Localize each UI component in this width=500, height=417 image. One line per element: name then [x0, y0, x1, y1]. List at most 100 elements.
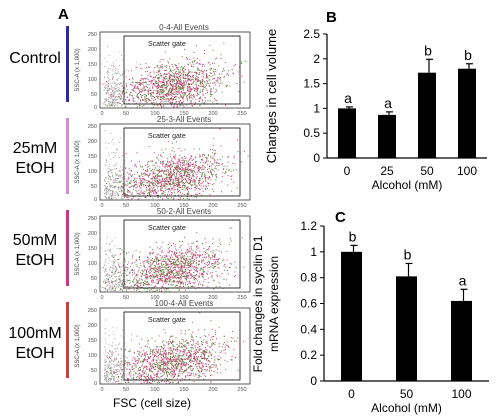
flow-dot [160, 175, 161, 177]
flow-dot [112, 89, 114, 91]
flow-dot [206, 249, 208, 251]
flow-dot [177, 271, 179, 273]
flow-dot [199, 83, 201, 84]
flow-dot [213, 279, 215, 281]
flow-dot [172, 251, 174, 253]
flow-x-tick: 100 [150, 111, 159, 117]
flow-dot [190, 64, 192, 66]
flow-dot [180, 81, 182, 83]
flow-dot [204, 162, 206, 164]
flow-dot [146, 67, 148, 68]
flow-dot [173, 281, 175, 283]
flow-dot [150, 90, 152, 91]
flow-dot [157, 84, 159, 86]
flow-dot [106, 197, 108, 199]
flow-dot [202, 260, 204, 262]
flow-dot [139, 283, 141, 285]
flow-dot [152, 280, 154, 282]
flow-dot [180, 282, 182, 284]
flow-dot [190, 260, 192, 262]
flow-dot [105, 188, 107, 189]
flow-dot [217, 264, 219, 266]
flow-dot [110, 267, 111, 268]
flow-dot [156, 361, 157, 363]
flow-dot [164, 94, 166, 96]
flow-dot [198, 73, 200, 75]
flow-dot [182, 96, 184, 98]
flow-dot [132, 78, 134, 80]
flow-dot [150, 102, 152, 104]
flow-dot [122, 285, 124, 286]
flow-dot [201, 172, 203, 174]
flow-dot [186, 249, 188, 251]
flow-dot [233, 73, 234, 75]
flow-dot [167, 85, 168, 87]
flow-dot [175, 88, 177, 90]
flow-dot [152, 174, 154, 176]
flow-dot [207, 178, 209, 180]
flow-dot [171, 258, 173, 260]
flow-dot [182, 182, 184, 184]
flow-dot [115, 280, 116, 281]
flow-dot [172, 281, 174, 283]
flow-dot [152, 197, 154, 199]
flow-dot [205, 266, 207, 268]
flow-dot [122, 90, 124, 91]
flow-dot [192, 175, 194, 177]
flow-dot [183, 275, 185, 277]
flow-dot [183, 160, 185, 162]
flow-dot [148, 189, 150, 191]
flow-dot [173, 274, 175, 276]
flow-dot [142, 178, 144, 180]
flow-dot [216, 80, 218, 82]
flow-dot [105, 351, 106, 353]
flow-dot [106, 61, 108, 62]
flow-dot [112, 345, 113, 347]
flow-dot [203, 84, 205, 86]
flow-dot [164, 189, 166, 191]
flow-dot [113, 290, 114, 291]
flow-dot [143, 261, 145, 263]
flow-dot [184, 156, 186, 158]
flow-plot-frame [99, 31, 251, 109]
flow-dot [178, 178, 180, 180]
flow-dot [203, 70, 205, 72]
flow-dot [194, 77, 196, 79]
flow-dot [145, 283, 147, 285]
flow-dot [141, 375, 142, 377]
flow-dot [145, 260, 147, 262]
flow-dot [187, 277, 189, 279]
flow-dot [212, 144, 214, 146]
flow-dot [212, 265, 214, 267]
flow-dot [122, 289, 124, 291]
flow-dot [172, 163, 174, 165]
flow-dot [139, 82, 141, 84]
flow-dot [104, 195, 106, 197]
flow-dot [156, 180, 158, 182]
flow-dot [137, 92, 139, 94]
flow-dot [105, 369, 107, 370]
flow-dot [169, 88, 170, 90]
flow-dot [138, 88, 140, 90]
flow-dot [106, 187, 107, 189]
flow-dot [162, 85, 164, 87]
flow-dot [120, 358, 122, 360]
flow-dot [126, 84, 128, 86]
flow-dot [155, 80, 157, 82]
flow-dot [128, 176, 129, 178]
flow-dot [121, 93, 123, 95]
flow-dot [158, 67, 160, 69]
flow-dot [166, 80, 168, 82]
flow-dot [175, 141, 177, 143]
flow-dot [178, 80, 180, 82]
flow-dot [121, 196, 123, 198]
flow-dot [161, 169, 163, 171]
flow-dot [139, 83, 141, 85]
flow-dot [165, 181, 167, 182]
flow-dot [105, 374, 107, 376]
flow-dot [187, 263, 189, 265]
flow-dot [192, 255, 194, 257]
flow-dot [175, 194, 176, 196]
flow-dot [106, 187, 108, 189]
flow-dot [202, 161, 204, 163]
